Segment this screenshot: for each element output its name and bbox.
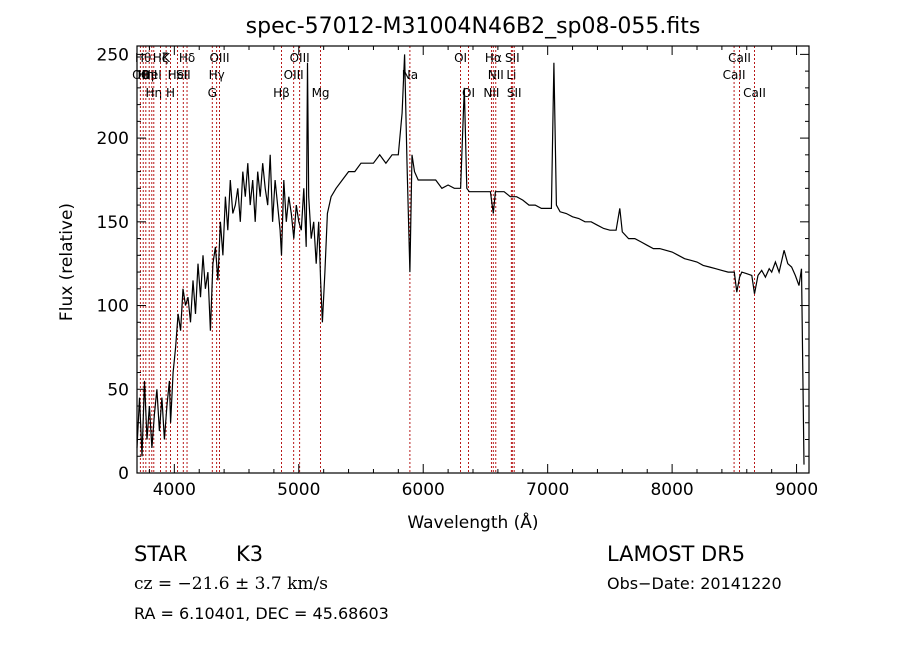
line-label-12: G — [208, 86, 217, 100]
ra-dec-coords: RA = 6.10401, DEC = 45.68603 — [134, 604, 389, 623]
line-label-21: OI — [462, 86, 475, 100]
line-label-19: Na — [402, 68, 418, 82]
line-label-24: NII — [488, 68, 504, 82]
spectrum-line — [136, 54, 805, 465]
spectral-lines: OIIHθHηOIIHeIHηHζKHHeISIIHδGHγOIIIHβOIII… — [132, 46, 766, 473]
redshift-velocity: cz = −21.6 ± 3.7 km/s — [134, 574, 328, 594]
line-label-25: Li — [506, 68, 516, 82]
line-label-26: SII — [505, 51, 520, 65]
object-subclass: K3 — [236, 542, 263, 566]
x-tick-label: 7000 — [526, 480, 569, 500]
line-label-2: Hη — [138, 68, 155, 82]
obs-date: Obs−Date: 20141220 — [607, 574, 782, 593]
plot-frame — [136, 45, 810, 474]
line-label-22: NII — [483, 86, 499, 100]
y-tick-label: 150 — [97, 213, 129, 233]
line-label-9: HeI — [168, 68, 188, 82]
line-label-15: Hβ — [273, 86, 290, 100]
x-axis-ticks: 4000 5000 6000 7000 8000 9000 — [148, 46, 818, 500]
x-tick-label: 9000 — [775, 480, 818, 500]
y-tick-label: 200 — [97, 129, 129, 149]
y-tick-label: 50 — [107, 380, 129, 400]
y-tick-label: 100 — [97, 297, 129, 317]
y-tick-label: 0 — [118, 464, 129, 484]
y-tick-label: 250 — [97, 45, 129, 65]
line-label-11: Hδ — [179, 51, 195, 65]
line-label-16: OIII — [284, 68, 304, 82]
line-label-13: Hγ — [209, 68, 225, 82]
x-tick-label: 8000 — [650, 480, 693, 500]
line-label-18: Mg — [312, 86, 330, 100]
line-label-28: CaII — [723, 68, 746, 82]
line-label-8: H — [166, 86, 175, 100]
x-tick-label: 5000 — [277, 480, 320, 500]
survey-name: LAMOST DR5 — [607, 542, 745, 566]
line-label-17: OIII — [290, 51, 310, 65]
x-axis-label: Wavelength (Å) — [407, 511, 538, 533]
line-label-0: OII — [132, 68, 149, 82]
line-label-27: SII — [507, 86, 522, 100]
x-tick-label: 6000 — [402, 480, 445, 500]
line-label-29: CaII — [728, 51, 751, 65]
line-label-20: OI — [454, 51, 467, 65]
object-class: STAR — [134, 542, 187, 566]
line-label-30: CaII — [743, 86, 766, 100]
y-axis-ticks: 0 50 100 150 200 250 — [97, 45, 809, 484]
line-label-23: Hα — [485, 51, 502, 65]
line-label-7: K — [162, 51, 171, 65]
line-label-6: Hζ — [153, 51, 169, 65]
line-label-4: HeI — [142, 68, 162, 82]
y-axis-label: Flux (relative) — [57, 203, 77, 321]
line-label-3: OII — [141, 68, 158, 82]
chart-title: spec-57012-M31004N46B2_sp08-055.fits — [246, 14, 701, 39]
x-tick-label: 4000 — [153, 480, 196, 500]
line-label-5: Hη — [145, 86, 162, 100]
line-label-14: OIII — [209, 51, 229, 65]
line-label-10: SII — [176, 68, 191, 82]
